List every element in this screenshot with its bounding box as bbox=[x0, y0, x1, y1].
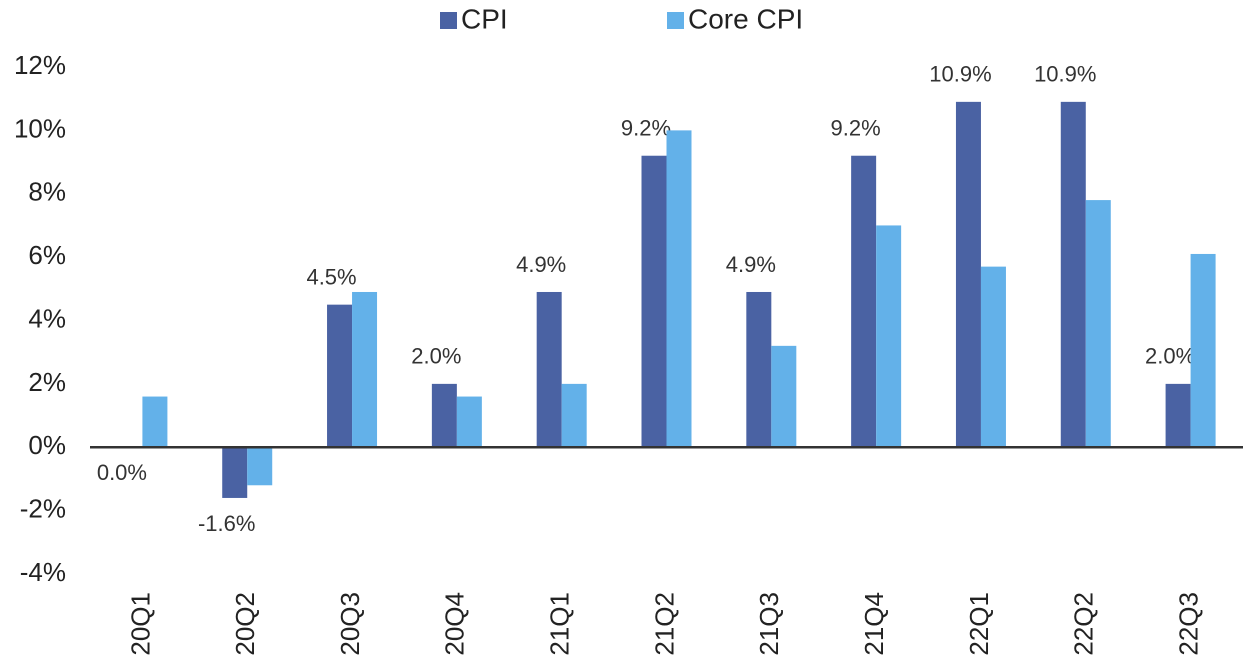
data-label: 4.9% bbox=[516, 252, 566, 277]
x-tick-label: 22Q1 bbox=[964, 592, 994, 656]
bar bbox=[851, 155, 877, 448]
y-tick-label: 12% bbox=[14, 50, 66, 80]
bar bbox=[1060, 101, 1086, 448]
x-tick-label: 20Q1 bbox=[125, 592, 155, 656]
legend-swatch bbox=[667, 12, 684, 29]
data-label: -1.6% bbox=[198, 511, 255, 536]
x-tick-label: 20Q4 bbox=[440, 592, 470, 656]
bar bbox=[980, 266, 1006, 448]
x-tick-label: 20Q2 bbox=[230, 592, 260, 656]
bar bbox=[771, 345, 797, 448]
legend-swatch bbox=[440, 12, 457, 29]
x-tick-label: 20Q3 bbox=[335, 592, 365, 656]
y-tick-label: -2% bbox=[20, 494, 66, 524]
y-tick-label: 4% bbox=[28, 303, 66, 333]
x-tick-label: 21Q2 bbox=[649, 592, 679, 656]
bar bbox=[876, 225, 902, 448]
bar bbox=[746, 291, 772, 448]
x-tick-label: 21Q3 bbox=[754, 592, 784, 656]
bar bbox=[1165, 383, 1191, 448]
y-tick-label: 10% bbox=[14, 113, 66, 143]
bar bbox=[142, 396, 168, 448]
bar bbox=[352, 291, 378, 448]
bar bbox=[222, 447, 248, 498]
x-tick-label: 21Q1 bbox=[545, 592, 575, 656]
bar bbox=[1190, 253, 1216, 448]
data-label: 0.0% bbox=[97, 460, 147, 485]
bar bbox=[456, 396, 482, 448]
y-tick-label: 8% bbox=[28, 177, 66, 207]
bar bbox=[1085, 200, 1111, 448]
data-label: 2.0% bbox=[411, 344, 461, 369]
data-label: 10.9% bbox=[1034, 62, 1096, 87]
data-label: 4.9% bbox=[726, 252, 776, 277]
bar bbox=[536, 291, 562, 448]
data-label: 9.2% bbox=[621, 116, 671, 141]
bar bbox=[955, 101, 981, 448]
bar bbox=[641, 155, 667, 448]
bar bbox=[666, 130, 692, 448]
bar bbox=[561, 383, 587, 448]
y-tick-label: 2% bbox=[28, 367, 66, 397]
x-tick-label: 22Q3 bbox=[1173, 592, 1203, 656]
x-tick-label: 21Q4 bbox=[859, 592, 889, 656]
x-tick-label: 22Q2 bbox=[1069, 592, 1099, 656]
data-label: 4.5% bbox=[306, 264, 356, 289]
y-tick-label: 0% bbox=[28, 430, 66, 460]
y-tick-label: 6% bbox=[28, 240, 66, 270]
data-label: 2.0% bbox=[1145, 344, 1195, 369]
legend-label: Core CPI bbox=[688, 3, 803, 34]
bar bbox=[247, 447, 273, 486]
bar bbox=[327, 304, 353, 448]
data-label: 10.9% bbox=[929, 62, 991, 87]
bar bbox=[431, 383, 457, 448]
data-label: 9.2% bbox=[831, 116, 881, 141]
legend-label: CPI bbox=[461, 3, 508, 34]
y-tick-label: -4% bbox=[20, 557, 66, 587]
